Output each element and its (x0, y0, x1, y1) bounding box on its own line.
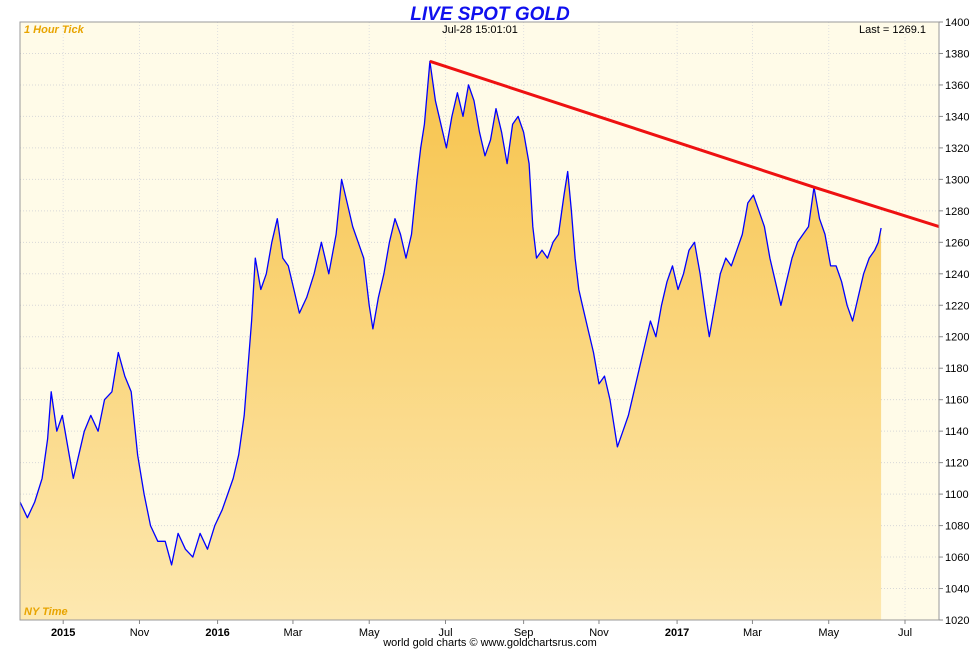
y-tick-label: 1040 (945, 584, 969, 596)
y-tick-label: 1180 (945, 363, 969, 375)
y-tick-label: 1380 (945, 48, 969, 60)
plot-frame (19, 21, 940, 621)
y-tick-label: 1280 (945, 206, 969, 218)
x-tick-label: Jul (438, 627, 452, 639)
y-tick-label: 1400 (945, 17, 969, 29)
x-tick-label: Mar (283, 627, 302, 639)
y-tick-label: 1200 (945, 332, 969, 344)
y-tick-label: 1100 (945, 489, 969, 501)
y-tick-label: 1220 (945, 300, 969, 312)
x-tick-label: Mar (743, 627, 762, 639)
y-tick-label: 1340 (945, 111, 969, 123)
timeframe-label: 1 Hour Tick (24, 24, 85, 36)
y-axis: 1020 1040 1060 1080 1100 1120 1140 1160 1180 1200… (939, 17, 969, 627)
chart-title: LIVE SPOT GOLD (410, 4, 570, 25)
y-tick-label: 1240 (945, 269, 969, 281)
area-layer (20, 59, 939, 620)
x-tick-label: Sep (514, 627, 534, 639)
timezone-label: NY Time (24, 606, 68, 618)
x-tick-label: 2017 (665, 627, 689, 639)
y-tick-label: 1080 (945, 521, 969, 533)
y-tick-label: 1020 (945, 615, 969, 627)
y-tick-label: 1320 (945, 143, 969, 155)
price-line (20, 60, 882, 566)
y-tick-label: 1060 (945, 552, 969, 564)
x-tick-label: 2015 (51, 627, 75, 639)
x-tick-label: Nov (589, 627, 609, 639)
timestamp-label: Jul-28 15:01:01 (442, 24, 518, 36)
y-tick-label: 1120 (945, 458, 969, 470)
footer-credit: world gold charts © www.goldchartsrus.co… (382, 637, 597, 649)
price-area-fill (20, 61, 882, 620)
resistance-trendline (429, 59, 939, 229)
x-tick-label: May (818, 627, 839, 639)
y-tick-label: 1300 (945, 174, 969, 186)
x-tick-label: 2016 (205, 627, 229, 639)
y-tick-label: 1260 (945, 237, 969, 249)
x-tick-label: Jul (898, 627, 912, 639)
x-tick-label: Nov (130, 627, 150, 639)
x-tick-label: May (359, 627, 380, 639)
x-axis: 2015 Nov 2016 Mar May Jul Sep Nov 2017 Mar May Jul (51, 620, 912, 639)
last-price-label: Last = 1269.1 (859, 24, 926, 36)
y-tick-label: 1160 (945, 395, 969, 407)
y-tick-label: 1360 (945, 80, 969, 92)
y-tick-label: 1140 (945, 426, 969, 438)
